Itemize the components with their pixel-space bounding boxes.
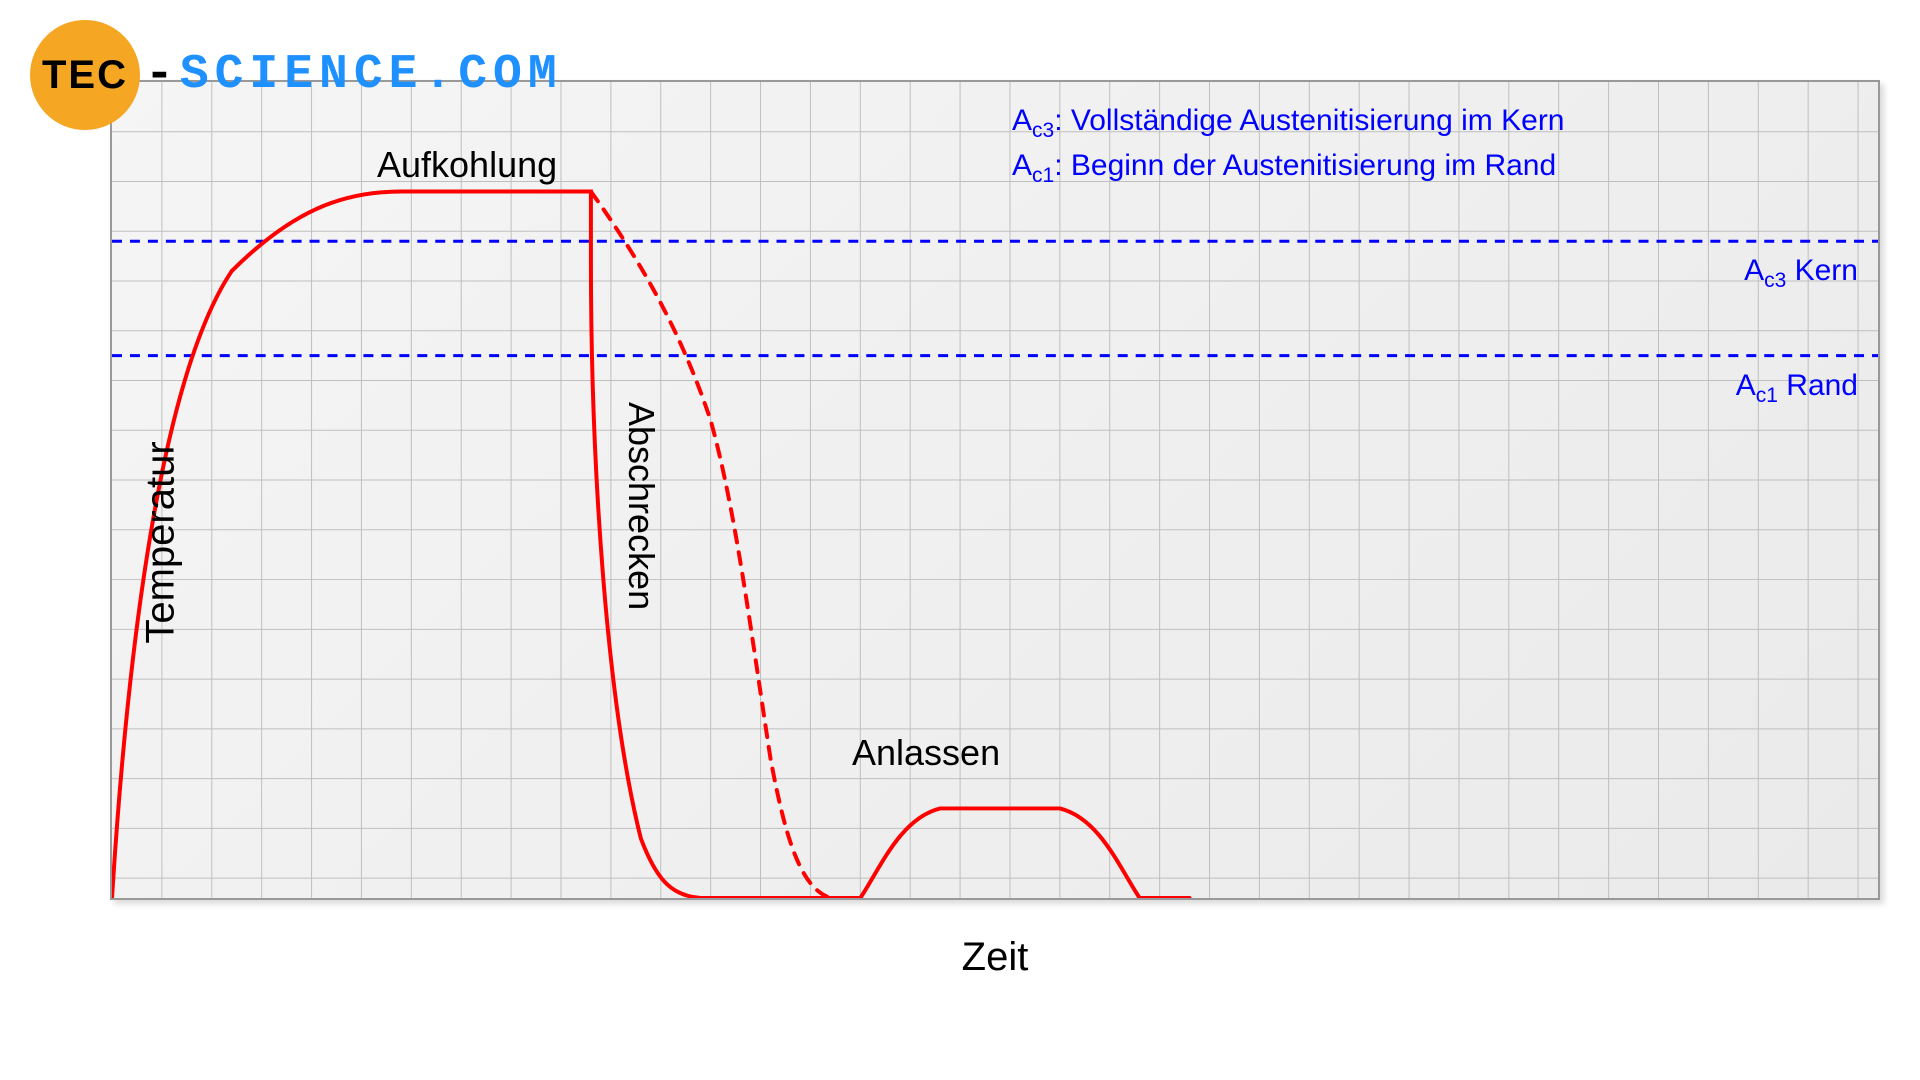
reference-label-ac1: Ac1 Rand — [1736, 369, 1858, 408]
phase-label-abschrecken: Abschrecken — [620, 402, 662, 610]
chart-curves — [112, 82, 1878, 898]
logo-text: -SCIENCE.COM — [145, 48, 563, 102]
chart-legend: Ac3: Vollständige Austenitisierung im Ke… — [1012, 100, 1565, 191]
logo-circle-text: TEC — [42, 53, 128, 98]
y-axis-label: Temperatur — [139, 441, 184, 643]
chart-container: Ac3: Vollständige Austenitisierung im Ke… — [110, 80, 1880, 900]
phase-label-anlassen: Anlassen — [852, 732, 1000, 774]
reference-label-ac3: Ac3 Kern — [1744, 254, 1858, 293]
phase-label-aufkohlung: Aufkohlung — [377, 144, 557, 186]
logo-circle: TEC — [30, 20, 140, 130]
site-logo: TEC -SCIENCE.COM — [30, 20, 563, 130]
x-axis-label: Zeit — [962, 935, 1029, 980]
chart-area: Ac3: Vollständige Austenitisierung im Ke… — [110, 80, 1880, 900]
